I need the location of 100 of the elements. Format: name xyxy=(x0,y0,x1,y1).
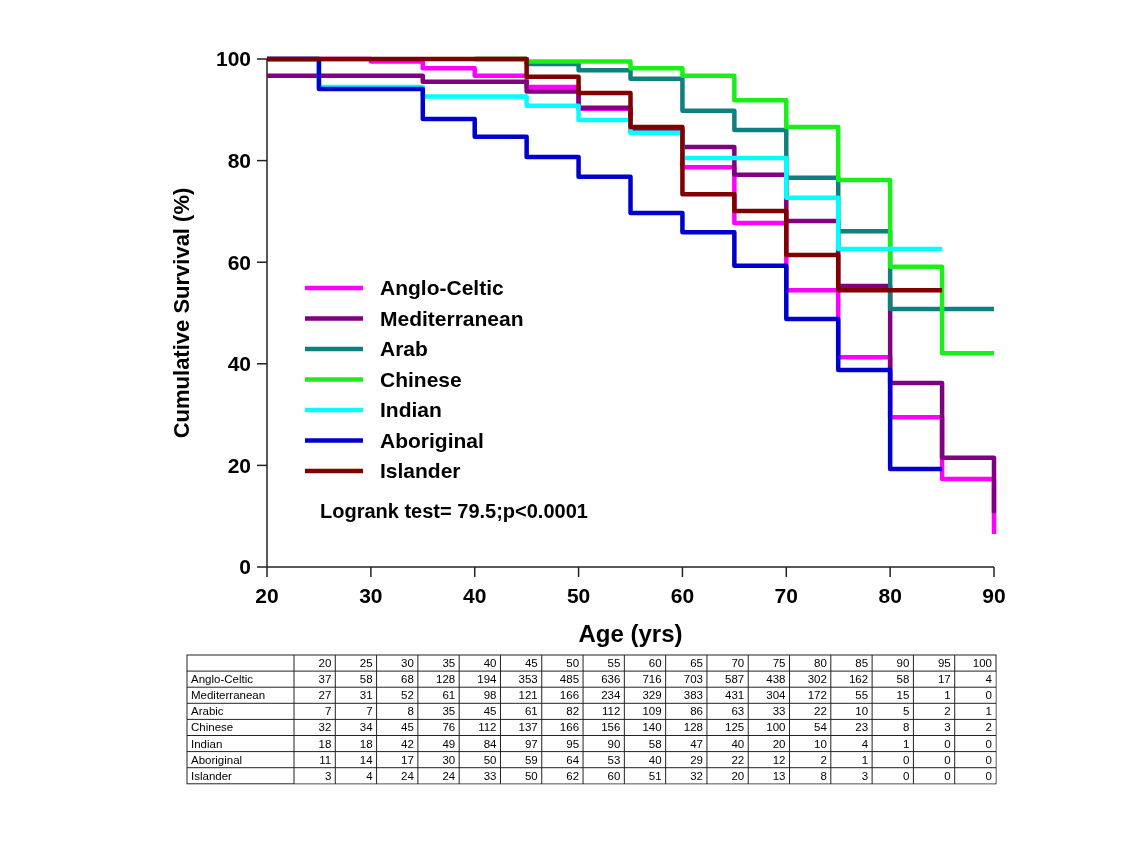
x-axis-title: Age (yrs) xyxy=(578,620,683,647)
data-label: 162 xyxy=(848,673,869,686)
data-label: 40 xyxy=(648,753,662,766)
data-label: 109 xyxy=(642,705,662,718)
legend-label: Indian xyxy=(380,398,442,422)
legend-label: Arab xyxy=(380,337,428,361)
x-tick-label: 80 xyxy=(814,657,827,670)
data-label: 68 xyxy=(401,673,414,686)
x-tick-label: 25 xyxy=(359,657,373,670)
data-label: 33 xyxy=(772,705,786,718)
data-label: 0 xyxy=(903,753,910,766)
data-label: 45 xyxy=(401,721,414,734)
data-label: 8 xyxy=(820,769,827,782)
data-label: 58 xyxy=(896,673,910,686)
data-label: 14 xyxy=(359,753,374,766)
data-label: 18 xyxy=(359,737,373,750)
data-label: 59 xyxy=(524,753,538,766)
data-label: 22 xyxy=(814,705,827,718)
y-tick-label: 100 xyxy=(215,47,251,71)
y-tick-label: 80 xyxy=(227,148,251,172)
x-tick-label: 65 xyxy=(690,657,703,670)
data-label: 1 xyxy=(944,689,951,702)
data-label: 3 xyxy=(944,721,951,734)
data-label: 10 xyxy=(855,705,869,718)
data-label: 30 xyxy=(442,753,456,766)
data-label: 22 xyxy=(731,753,745,766)
data-label: 0 xyxy=(944,753,951,766)
data-label: 50 xyxy=(524,769,538,782)
x-tick-label: 55 xyxy=(607,657,621,670)
x-tick-label: 95 xyxy=(937,657,951,670)
x-tick-label: 60 xyxy=(648,657,662,670)
data-label: 636 xyxy=(601,673,621,686)
data-label: 58 xyxy=(359,673,373,686)
data-label: 0 xyxy=(944,737,951,750)
data-label: 40 xyxy=(731,737,745,750)
x-tick-label: 20 xyxy=(318,657,332,670)
data-label: 12 xyxy=(772,753,786,766)
x-tick-label: 70 xyxy=(774,584,798,607)
data-label: 166 xyxy=(559,721,580,734)
data-label: 2 xyxy=(985,721,992,734)
data-label: 62 xyxy=(566,769,580,782)
data-label: 128 xyxy=(683,721,703,734)
data-label: 137 xyxy=(518,721,538,734)
data-label: 5 xyxy=(903,705,910,718)
legend-label: Anglo-Celtic xyxy=(380,276,504,300)
data-label: 8 xyxy=(903,721,910,734)
data-label: 50 xyxy=(483,753,497,766)
x-tick-label: 40 xyxy=(483,657,497,670)
y-tick-label: 20 xyxy=(227,453,251,477)
x-tick-label: 100 xyxy=(972,657,992,670)
y-axis-title: Cumulative Survival (%) xyxy=(169,187,194,439)
data-label: 128 xyxy=(435,673,456,686)
data-label: 302 xyxy=(807,673,827,686)
data-label: 63 xyxy=(731,705,745,718)
data-label: 7 xyxy=(366,705,373,718)
data-label: 0 xyxy=(985,737,992,750)
data-label: 4 xyxy=(366,769,374,782)
data-label: 76 xyxy=(442,721,456,734)
data-label: 34 xyxy=(359,721,374,734)
data-label: 121 xyxy=(518,689,538,702)
data-label: 0 xyxy=(985,769,992,782)
data-label: 52 xyxy=(401,689,414,702)
y-tick-label: Aboriginal xyxy=(191,753,243,766)
data-label: 32 xyxy=(690,769,703,782)
legend-label: Aboriginal xyxy=(380,428,484,452)
data-label: 125 xyxy=(725,721,745,734)
y-tick-label: Mediterranean xyxy=(191,689,266,702)
data-label: 234 xyxy=(601,689,621,702)
annotation: Logrank test= 79.5;p<0.0001 xyxy=(320,500,588,522)
data-label: 37 xyxy=(318,673,332,686)
data-label: 23 xyxy=(855,721,869,734)
x-tick-label: 45 xyxy=(524,657,538,670)
x-tick-label: 90 xyxy=(896,657,910,670)
data-label: 61 xyxy=(524,705,538,718)
legend-label: Chinese xyxy=(380,367,462,391)
data-label: 49 xyxy=(442,737,456,750)
data-label: 3 xyxy=(324,769,332,782)
data-label: 35 xyxy=(442,705,456,718)
y-tick-label: 0 xyxy=(239,555,251,579)
x-tick-label: 75 xyxy=(772,657,786,670)
data-label: 4 xyxy=(985,673,993,686)
data-label: 29 xyxy=(690,753,703,766)
data-label: 587 xyxy=(725,673,745,686)
y-tick-label: 60 xyxy=(227,250,251,274)
data-label: 0 xyxy=(944,769,951,782)
data-label: 112 xyxy=(478,721,497,734)
data-label: 53 xyxy=(607,753,621,766)
data-label: 1 xyxy=(903,737,910,750)
y-tick-label: Anglo-Celtic xyxy=(191,673,254,686)
x-tick-label: 90 xyxy=(982,584,1006,607)
data-label: 100 xyxy=(766,721,786,734)
x-tick-label: 50 xyxy=(566,584,591,607)
data-label: 31 xyxy=(359,689,373,702)
data-label: 1 xyxy=(861,753,869,766)
data-label: 13 xyxy=(772,769,786,782)
data-label: 10 xyxy=(814,737,827,750)
x-tick-label: 30 xyxy=(359,584,383,607)
x-tick-label: 85 xyxy=(855,657,869,670)
data-label: 7 xyxy=(324,705,332,718)
data-label: 24 xyxy=(401,769,415,782)
